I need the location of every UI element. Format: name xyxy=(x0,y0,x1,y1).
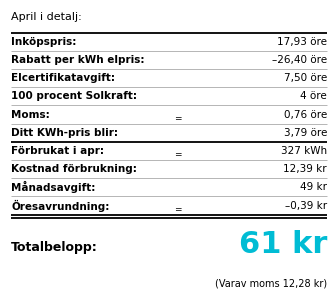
Text: Rabatt per kWh elpris:: Rabatt per kWh elpris: xyxy=(11,55,145,65)
Text: =: = xyxy=(174,114,182,123)
Text: 17,93 öre: 17,93 öre xyxy=(277,37,327,47)
Text: 327 kWh: 327 kWh xyxy=(281,146,327,156)
Text: Totalbelopp:: Totalbelopp: xyxy=(11,241,98,254)
Text: 3,79 öre: 3,79 öre xyxy=(284,128,327,138)
Text: Elcertifikatavgift:: Elcertifikatavgift: xyxy=(11,73,115,83)
Text: Öresavrundning:: Öresavrundning: xyxy=(11,200,110,212)
Text: Månadsavgift:: Månadsavgift: xyxy=(11,181,96,193)
Text: –0,39 kr: –0,39 kr xyxy=(285,200,327,210)
Text: April i detalj:: April i detalj: xyxy=(11,12,82,22)
Text: Moms:: Moms: xyxy=(11,110,50,119)
Text: –26,40 öre: –26,40 öre xyxy=(272,55,327,65)
Text: Ditt KWh-pris blir:: Ditt KWh-pris blir: xyxy=(11,128,118,138)
Text: 100 procent Solkraft:: 100 procent Solkraft: xyxy=(11,92,137,101)
Text: Kostnad förbrukning:: Kostnad förbrukning: xyxy=(11,164,137,174)
Text: =: = xyxy=(174,150,182,159)
Text: 4 öre: 4 öre xyxy=(300,92,327,101)
Text: (Varav moms 12,28 kr): (Varav moms 12,28 kr) xyxy=(215,278,327,288)
Text: 61 kr: 61 kr xyxy=(239,230,327,259)
Text: Förbrukat i apr:: Förbrukat i apr: xyxy=(11,146,105,156)
Text: Inköpspris:: Inköpspris: xyxy=(11,37,77,47)
Text: 0,76 öre: 0,76 öre xyxy=(284,110,327,119)
Text: 49 kr: 49 kr xyxy=(300,182,327,192)
Text: 7,50 öre: 7,50 öre xyxy=(284,73,327,83)
Text: 12,39 kr: 12,39 kr xyxy=(283,164,327,174)
Text: =: = xyxy=(174,205,182,214)
